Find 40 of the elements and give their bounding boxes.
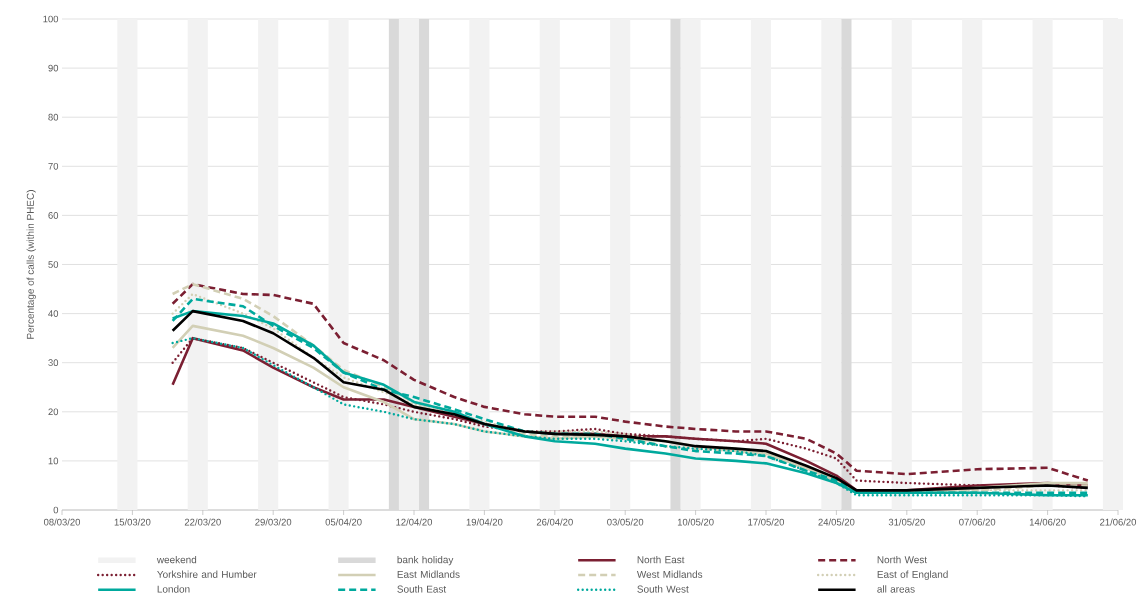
legend-label: East Midlands	[397, 570, 460, 578]
x-tick-label: 26/04/20	[536, 518, 573, 526]
x-tick-label: 05/04/20	[325, 518, 362, 526]
x-tick-label: 31/05/20	[888, 518, 925, 526]
y-tick-label: 40	[48, 310, 59, 317]
x-tick-label: 08/03/20	[43, 518, 81, 526]
x-tick-label: 14/06/20	[1029, 518, 1066, 526]
y-tick-label: 20	[48, 408, 59, 416]
x-tick-label: 19/04/20	[466, 518, 503, 526]
y-tick-label: 70	[48, 162, 59, 170]
x-tick-label: 21/06/20	[1100, 518, 1137, 526]
legend-label: North West	[877, 555, 928, 564]
y-tick-label: 80	[48, 113, 59, 121]
legend-label: Yorkshire and Humber	[157, 570, 257, 578]
y-tick-label: 100	[43, 15, 59, 23]
x-tick-label: 17/05/20	[748, 518, 785, 526]
legend-label: South East	[397, 585, 447, 593]
y-tick-label: 90	[48, 64, 59, 72]
legend-label: North East	[637, 555, 685, 564]
x-tick-label: 03/05/20	[607, 518, 644, 526]
x-tick-label: 10/05/20	[677, 518, 714, 526]
x-tick-label: 22/03/20	[184, 518, 221, 526]
x-tick-label: 12/04/20	[396, 518, 433, 526]
legend-label: all areas	[877, 585, 915, 593]
y-tick-label: 10	[48, 457, 59, 465]
x-tick-label: 07/06/20	[959, 518, 996, 526]
y-tick-label: 50	[48, 261, 59, 268]
legend-label: South West	[637, 585, 689, 593]
legend-label: West Midlands	[636, 570, 703, 578]
legend-label: London	[157, 585, 190, 593]
x-tick-label: 15/03/20	[114, 518, 151, 526]
y-tick-label: 0	[53, 506, 59, 514]
legend-label: weekend	[156, 555, 197, 564]
legend-label: bank holiday	[397, 555, 454, 566]
legend-label: East of England	[877, 570, 948, 580]
x-tick-label: 29/03/20	[255, 518, 292, 526]
y-tick-label: 60	[48, 212, 59, 219]
x-tick-label: 24/05/20	[818, 518, 855, 526]
y-axis-title: Percentage of calls (within PHEC)	[26, 190, 36, 339]
y-tick-label: 30	[48, 359, 59, 367]
